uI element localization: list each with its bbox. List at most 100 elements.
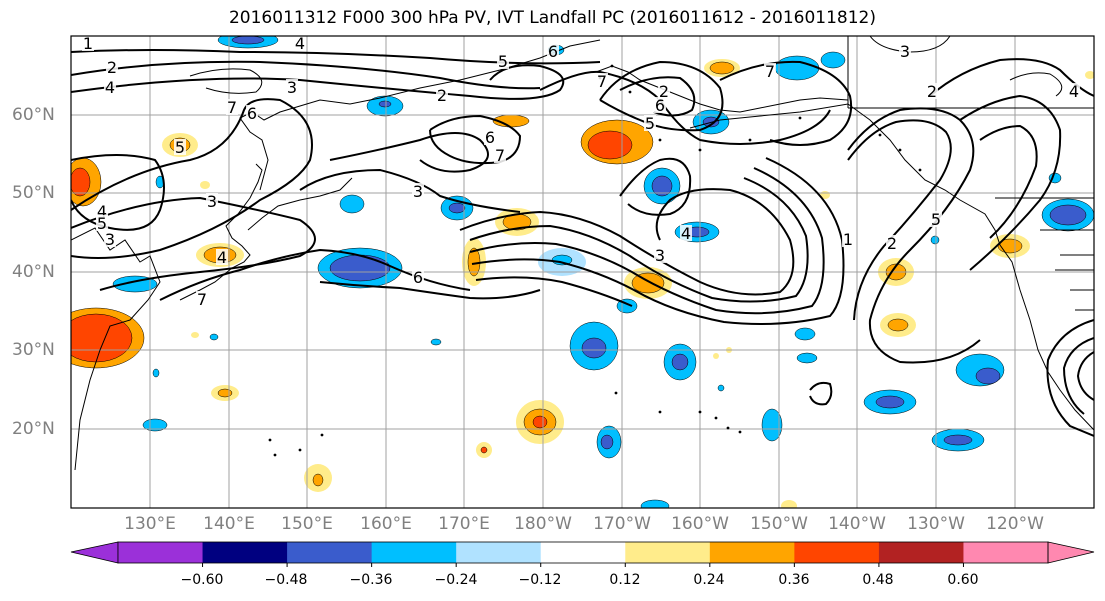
lat-label-60n: 60°N — [12, 105, 55, 125]
contour-label: 6 — [655, 96, 665, 115]
colorbar-tick-label: 0.36 — [778, 572, 810, 588]
pv-anomaly-patch — [430, 338, 442, 346]
pv-contour-line — [71, 196, 316, 291]
contour-label-bg — [680, 225, 692, 241]
contour-label: 5 — [931, 210, 941, 229]
lon-label-150e: 150°E — [281, 514, 333, 534]
contour-label: 7 — [597, 72, 607, 91]
colorbar-segment — [963, 542, 1049, 563]
contour-label-bg — [106, 59, 118, 75]
contour-label: 4 — [105, 78, 115, 97]
pv-contour-line — [1076, 351, 1094, 401]
lon-label-180w: 180°W — [514, 514, 572, 534]
contour-label: 1 — [843, 230, 853, 249]
contour-label-bg — [654, 247, 666, 263]
pv-anomaly-patch — [887, 318, 909, 332]
pv-anomaly-patch — [209, 333, 219, 341]
pv-anomaly-patch — [1049, 204, 1087, 226]
pv-anomaly-patch — [631, 272, 665, 294]
pv-contour-line — [959, 94, 1062, 271]
pv-anomaly-patch — [717, 384, 725, 392]
pv-contour-line — [469, 167, 825, 315]
island-dot — [698, 148, 702, 152]
contour-label: 2 — [437, 86, 447, 105]
contour-label-bg — [658, 83, 670, 99]
pv-anomaly-patch — [781, 500, 797, 508]
pv-contour-line — [619, 157, 692, 216]
island-dot — [628, 90, 632, 94]
pv-anomaly-patch — [329, 254, 391, 282]
contour-label: 3 — [900, 42, 910, 61]
map-frame — [70, 35, 1095, 509]
pv-anomaly-patch — [581, 337, 607, 359]
contour-label: 3 — [207, 192, 217, 211]
contour-label-bg — [286, 79, 298, 95]
pv-anomaly-patch — [761, 408, 783, 442]
contour-label: 1 — [83, 34, 93, 53]
lon-label-130w: 130°W — [907, 514, 965, 534]
island-dot — [320, 433, 324, 437]
contour-label-bg — [654, 97, 666, 113]
contour-label-bg — [547, 43, 559, 59]
pv-anomaly-patch — [378, 100, 392, 108]
pv-anomaly-patch — [217, 388, 233, 398]
contour-label-bg — [294, 36, 306, 51]
island-dot — [273, 453, 277, 457]
contour-label-bg — [226, 99, 238, 115]
colorbar-tick-label: 0.24 — [693, 572, 725, 588]
colorbar-segment — [794, 542, 880, 563]
pv-anomaly-patch — [191, 332, 199, 338]
lon-label-170w: 170°W — [593, 514, 651, 534]
coastline — [179, 163, 263, 301]
contour-label: 4 — [295, 34, 305, 53]
colorbar-segment — [287, 542, 373, 563]
island-dot — [738, 430, 742, 434]
contour-label: 7 — [495, 146, 505, 165]
lon-label-160w: 160°W — [671, 514, 729, 534]
colorbar-tick-label: −0.36 — [349, 572, 393, 588]
island-dot — [748, 138, 752, 142]
contour-label-bg — [926, 83, 938, 99]
lon-label-120w: 120°W — [986, 514, 1044, 534]
colorbar — [70, 541, 1095, 567]
lon-label-130e: 130°E — [124, 514, 176, 534]
contour-label-bg — [104, 79, 116, 95]
contour-label-bg — [484, 129, 496, 145]
contour-label: 5 — [498, 52, 508, 71]
contour-label: 7 — [765, 62, 775, 81]
pv-anomaly-patch — [671, 353, 689, 371]
pv-contour-line — [809, 381, 833, 406]
island-dot — [658, 138, 662, 142]
pv-anomaly-patch — [975, 367, 1001, 385]
island-dot — [798, 116, 802, 120]
colorbar-segment — [709, 542, 795, 563]
island-dot — [698, 410, 702, 414]
island-dot — [918, 168, 922, 172]
contour-label-bg — [96, 215, 108, 231]
contour-label-bg — [644, 115, 656, 131]
pv-anomaly-patch — [448, 202, 466, 214]
lon-label-150w: 150°W — [750, 514, 808, 534]
pv-anomaly-patch — [142, 418, 168, 432]
pv-anomaly-patch — [152, 368, 160, 378]
graticule — [71, 36, 1094, 508]
island-dot — [268, 438, 272, 442]
pv-contour-line — [71, 60, 541, 90]
lat-label-50n: 50°N — [12, 183, 55, 203]
pv-anomaly-patch — [600, 434, 614, 450]
colorbar-segment — [118, 542, 204, 563]
pv-contour-line — [329, 132, 489, 173]
island-dot — [614, 391, 618, 395]
contour-label: 6 — [548, 42, 558, 61]
contour-label: 2 — [927, 82, 937, 101]
pv-anomaly-patch — [1085, 71, 1094, 79]
contour-label: 3 — [413, 182, 423, 201]
contour-label-bg — [104, 231, 116, 247]
pv-contour-line — [475, 276, 633, 307]
pv-anomaly-patch — [875, 395, 905, 409]
pv-anomaly-patch — [709, 61, 735, 75]
contour-label-bg — [196, 291, 208, 307]
contour-label: 5 — [97, 214, 107, 233]
